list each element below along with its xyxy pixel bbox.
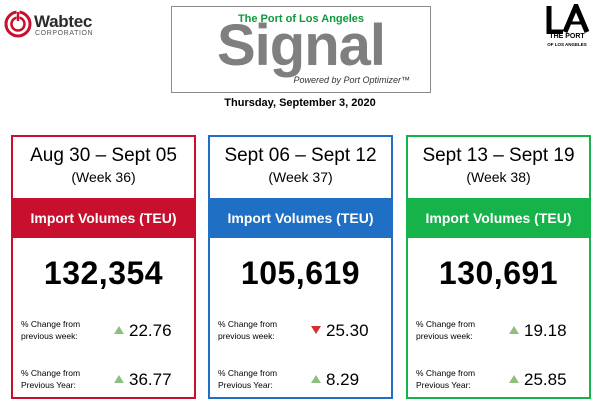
- change-year-value: 25.85: [524, 370, 567, 389]
- change-year-row: % Change from Previous Year: 8.29: [218, 367, 383, 393]
- change-week-label: % Change from previous week:: [218, 319, 278, 341]
- week-label: (Week 37): [268, 169, 333, 185]
- change-week-row: % Change from previous week: 25.30: [218, 318, 383, 344]
- change-week-value: 19.18: [524, 321, 567, 340]
- change-year-label: % Change from Previous Year:: [218, 368, 278, 390]
- change-week-value: 22.76: [129, 321, 172, 340]
- week-label: (Week 36): [71, 169, 136, 185]
- import-volume-value: 132,354: [43, 255, 164, 291]
- date-range: Sept 06 – Sept 12: [224, 145, 377, 166]
- change-week-row: % Change from previous week: 22.76: [21, 318, 186, 344]
- signal-powered-by: Powered by Port Optimizer™: [293, 75, 410, 85]
- down-arrow-icon: [311, 326, 321, 334]
- port-of-la-logo: [540, 4, 596, 54]
- wabtec-sub: CORPORATION: [35, 30, 94, 37]
- up-arrow-icon: [114, 375, 124, 383]
- change-year-value: 36.77: [129, 370, 172, 389]
- signal-banner: The Port of Los Angeles Signal Powered b…: [171, 6, 431, 93]
- report-date: Thursday, September 3, 2020: [224, 97, 376, 109]
- change-year-label: % Change from Previous Year:: [21, 368, 81, 390]
- week-card-37: Sept 06 – Sept 12 (Week 37) Import Volum…: [208, 135, 393, 399]
- change-week-label: % Change from previous week:: [21, 319, 81, 341]
- change-week-value: 25.30: [326, 321, 369, 340]
- import-volume-value: 130,691: [438, 255, 559, 291]
- change-year-value: 8.29: [326, 370, 360, 389]
- import-volume-value: 105,619: [240, 255, 361, 291]
- up-arrow-icon: [114, 326, 124, 334]
- change-year-row: % Change from Previous Year: 36.77: [21, 367, 186, 393]
- import-volumes-band: Import Volumes (TEU): [11, 198, 196, 238]
- change-week-label: % Change from previous week:: [416, 319, 476, 341]
- up-arrow-icon: [509, 326, 519, 334]
- week-card-38: Sept 13 – Sept 19 (Week 38) Import Volum…: [406, 135, 591, 399]
- wabtec-name: Wabtec: [34, 12, 93, 31]
- signal-subtitle: The Port of Los Angeles: [237, 13, 365, 25]
- week-card-36: Aug 30 – Sept 05 (Week 36) Import Volume…: [11, 135, 196, 399]
- week-label: (Week 38): [466, 169, 531, 185]
- import-volumes-band: Import Volumes (TEU): [208, 198, 393, 238]
- up-arrow-icon: [311, 375, 321, 383]
- change-year-label: % Change from Previous Year:: [416, 368, 476, 390]
- up-arrow-icon: [509, 375, 519, 383]
- la-logo-text: THE PORT OF LOS ANGELES: [544, 33, 590, 49]
- import-volumes-band: Import Volumes (TEU): [406, 198, 591, 238]
- signal-title: Signal: [216, 13, 386, 78]
- date-range: Sept 13 – Sept 19: [422, 145, 575, 166]
- wabtec-logo: Wabtec CORPORATION: [4, 6, 134, 40]
- la-logo-line2: OF LOS ANGELES: [547, 42, 587, 47]
- la-logo-line1: THE PORT: [549, 33, 585, 40]
- date-range: Aug 30 – Sept 05: [30, 145, 177, 166]
- change-year-row: % Change from Previous Year: 25.85: [416, 367, 581, 393]
- la-mark-icon: [546, 4, 590, 34]
- change-week-row: % Change from previous week: 19.18: [416, 318, 581, 344]
- wabtec-mark-icon: [4, 10, 32, 38]
